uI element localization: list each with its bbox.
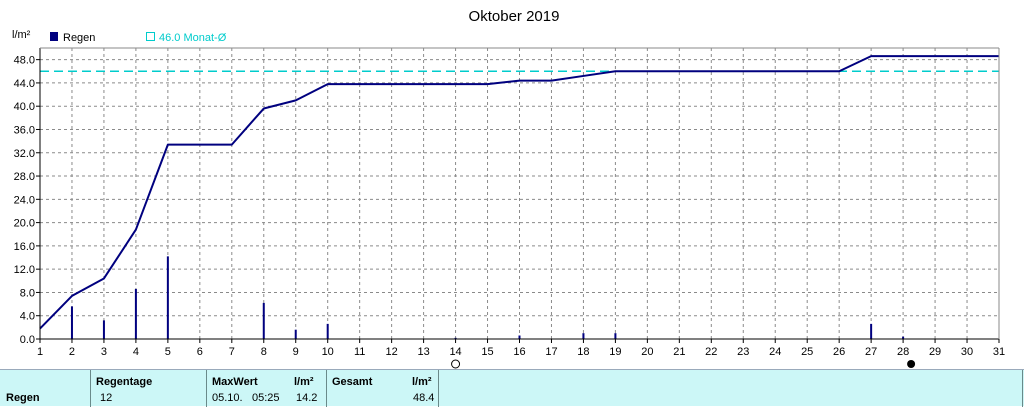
x-tick-label: 20 [641,346,653,358]
x-tick-label: 19 [609,346,621,358]
footer-divider [438,370,439,407]
x-tick-label: 9 [293,346,299,358]
x-tick-label: 2 [69,346,75,358]
gesamt-unit: l/m² [412,376,432,388]
footer-divider [326,370,327,407]
x-tick-label: 10 [322,346,334,358]
rain-bar-day-3 [102,320,105,339]
y-tick-label: 0.0 [20,334,35,346]
gesamt-label: Gesamt [332,376,373,388]
maxwert-unit: l/m² [294,376,314,388]
x-tick-label: 28 [897,346,909,358]
x-tick-label: 16 [513,346,525,358]
rain-bar-day-2 [70,306,73,339]
summary-footer: Regen Regentage 12 MaxWert l/m² 05.10. 0… [0,369,1024,407]
x-tick-label: 31 [993,346,1005,358]
gesamt-value: 48.4 [413,392,435,404]
x-tick-label: 25 [801,346,813,358]
x-tick-label: 4 [133,346,139,358]
y-tick-label: 24.0 [14,194,35,206]
grid [40,48,1000,339]
footer-divider [1022,370,1023,407]
cumulative-rain-line [39,55,999,330]
rain-bar-day-16 [518,335,521,339]
x-tick-label: 22 [705,346,717,358]
y-tick-label: 20.0 [14,218,35,230]
footer-divider [90,370,91,407]
rain-bar-day-4 [134,288,137,339]
legend-swatch-average [146,32,155,41]
rain-bars [70,256,905,339]
regentage-label: Regentage [96,376,153,388]
x-tick-label: 8 [261,346,267,358]
moon-phase-markers [451,359,916,369]
new-moon-icon [907,360,916,368]
x-tick-label: 17 [545,346,557,358]
x-tick-label: 1 [37,346,43,358]
rain-bar-day-9 [294,329,297,339]
x-tick-label: 6 [197,346,203,358]
x-tick-label: 3 [101,346,107,358]
rain-bar-day-14 [454,337,457,339]
rain-bar-day-10 [326,323,329,339]
x-tick-label: 27 [865,346,877,358]
x-axis-ticks: 1 2 3 4 5 6 7 8 9 10 11 12 13 14 15 16 17 18 19 20 21 22 23 24 2… [37,339,1005,358]
x-tick-label: 29 [929,346,941,358]
regentage-value: 12 [100,392,113,404]
maxwert-value: 14.2 [296,392,318,404]
rain-chart: Oktober 2019 l/m² Regen 46.0 Monat-Ø 0.0 4… [12,8,1005,369]
footer-row-label: Regen [6,392,40,404]
y-tick-label: 36.0 [14,124,35,136]
y-axis-ticks: 0.0 4.0 8.0 12.0 16.0 20.0 24.0 28.0 32.0 36.0 40.… [14,55,40,346]
y-tick-label: 32.0 [14,148,35,160]
rain-bar-day-18 [582,333,585,339]
rain-bar-day-8 [262,302,265,339]
y-tick-label: 40.0 [14,101,35,113]
x-tick-label: 26 [833,346,845,358]
x-tick-label: 14 [449,346,461,358]
x-tick-label: 12 [386,346,398,358]
legend-label-regen: Regen [63,32,95,44]
cumulative-line [39,55,999,330]
rain-bar-day-5 [166,256,169,339]
x-tick-label: 23 [737,346,749,358]
footer-divider [206,370,207,407]
y-tick-label: 4.0 [20,311,35,323]
y-tick-label: 48.0 [14,55,35,67]
x-tick-label: 24 [769,346,781,358]
x-tick-label: 13 [417,346,429,358]
legend: Regen 46.0 Monat-Ø [50,32,227,44]
x-tick-label: 21 [673,346,685,358]
x-tick-label: 18 [577,346,589,358]
y-tick-label: 8.0 [20,287,35,299]
rain-bar-day-19 [614,333,617,339]
x-tick-label: 7 [229,346,235,358]
rain-bar-day-27 [870,323,873,339]
y-axis-unit: l/m² [12,29,31,41]
legend-swatch-regen [50,32,58,41]
y-tick-label: 28.0 [14,171,35,183]
x-tick-label: 30 [961,346,973,358]
legend-label-average: 46.0 Monat-Ø [159,32,227,44]
x-tick-label: 11 [354,346,365,358]
rain-bar-day-28 [902,336,905,339]
y-tick-label: 44.0 [14,78,35,90]
maxwert-date: 05.10. [212,392,243,404]
y-tick-label: 16.0 [14,241,35,253]
full-moon-icon [451,359,461,369]
maxwert-label: MaxWert [212,376,258,388]
y-tick-label: 12.0 [14,264,35,276]
x-tick-label: 15 [481,346,493,358]
x-tick-label: 5 [165,346,171,358]
maxwert-time: 05:25 [252,392,280,404]
chart-title: Oktober 2019 [469,8,560,25]
